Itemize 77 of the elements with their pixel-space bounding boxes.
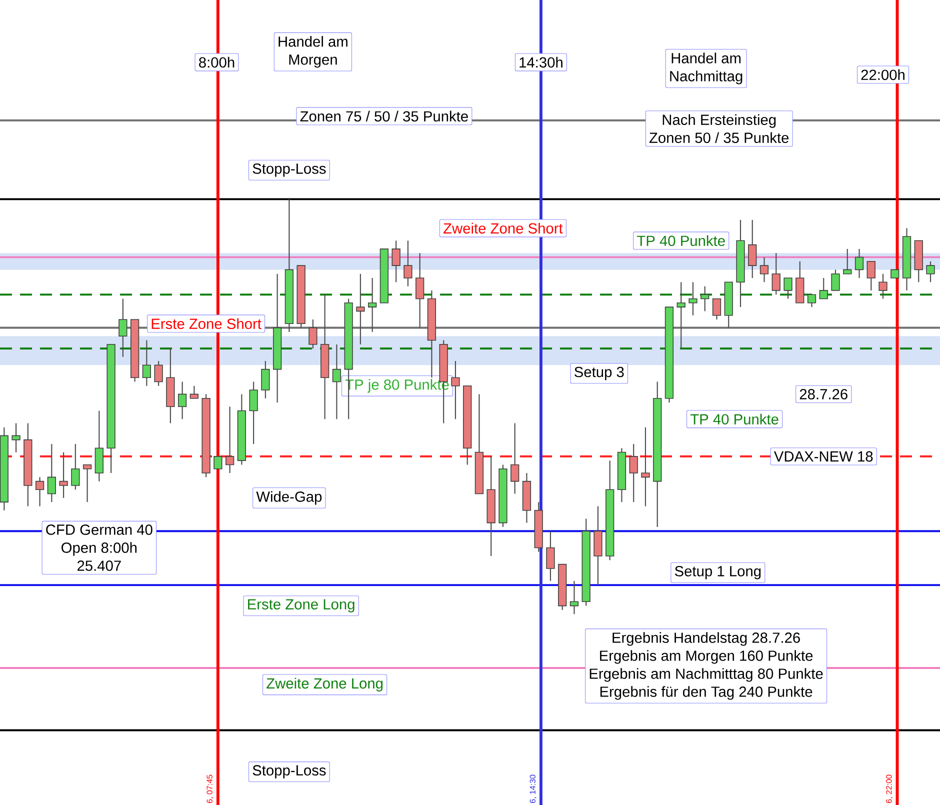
text: 6, 22:00 <box>886 774 893 803</box>
annotation: 25.407 <box>77 560 121 571</box>
text: Nachmittag <box>670 70 742 84</box>
candlestick <box>451 360 460 420</box>
annotation: 28.7.26 <box>800 389 848 400</box>
text: Zonen 75 / 50 / 35 Punkte <box>300 110 468 122</box>
text: Stopp-Loss <box>252 163 326 177</box>
candlestick <box>748 219 757 279</box>
candlestick <box>190 385 198 399</box>
candlestick <box>261 360 270 399</box>
candlestick <box>82 464 92 503</box>
candlestick <box>878 273 888 300</box>
candlestick <box>688 282 698 316</box>
candlestick <box>12 422 20 453</box>
candlestick <box>416 252 424 328</box>
candlestick <box>356 273 365 345</box>
candlestick <box>570 580 579 615</box>
text: 8:00h <box>199 56 234 68</box>
candlestick <box>784 277 792 300</box>
candlestick <box>59 452 68 498</box>
candlestick <box>249 381 258 445</box>
candlestick <box>510 422 520 494</box>
text: Ergebnis Handelstag 28.7.26 <box>612 632 800 646</box>
annotation: CFD German 40 <box>46 524 152 535</box>
annotation: Open 8:00h <box>62 542 137 556</box>
candlestick <box>368 277 377 332</box>
text: Stopp-Loss <box>252 765 326 778</box>
candlestick <box>843 248 852 274</box>
candlestick <box>807 294 816 308</box>
text: 14:30h <box>520 56 562 68</box>
text: Ergebnis für den Tag 240 Punkte <box>600 686 812 700</box>
text: Morgen <box>289 54 337 68</box>
candlestick <box>629 443 638 503</box>
candlestick <box>154 360 163 386</box>
candlestick <box>35 476 44 507</box>
candlestick <box>546 530 555 582</box>
candlestick <box>760 256 769 283</box>
annotation: VDAX-NEW 18 <box>774 451 873 462</box>
annotation: Erste Zone Short <box>152 318 262 330</box>
annotation: TP 40 Punkte <box>637 235 725 246</box>
candlestick <box>676 282 686 350</box>
annotation: Erste Zone Long <box>248 599 354 612</box>
candlestick <box>118 298 128 358</box>
text: Zweite Zone Long <box>266 678 383 692</box>
text: Ergebnis am Morgen 160 Punkte <box>600 650 813 664</box>
candlestick <box>332 344 342 420</box>
candlestick <box>225 406 234 474</box>
candlestick <box>214 456 222 470</box>
text: 6, 14:30 <box>530 774 536 803</box>
candlestick <box>641 426 650 507</box>
text: Handel am <box>672 52 741 64</box>
text: 6, 07:45 <box>206 774 214 803</box>
annotation: Zweite Zone Short <box>444 222 563 234</box>
candlestick <box>47 443 56 503</box>
candlestick <box>142 340 151 386</box>
candlestick <box>866 260 876 291</box>
candlestick <box>404 240 412 287</box>
candlestick <box>308 318 318 350</box>
text: Handel am <box>278 36 348 47</box>
candlestick <box>819 277 828 300</box>
candlestick <box>926 260 935 283</box>
annotation: Setup 3 <box>574 366 624 380</box>
candlestick <box>700 286 710 312</box>
text: Nach Ersteinstieg <box>662 114 776 128</box>
candlestick <box>854 248 864 279</box>
annotation: Setup 1 Long <box>674 566 761 580</box>
candlestick <box>831 269 840 291</box>
candlestick <box>772 252 780 296</box>
annotation: Wide-Gap <box>256 491 322 505</box>
candlestick <box>178 381 187 420</box>
text: Zonen 50 / 35 Punkte <box>649 132 789 144</box>
candlestick <box>712 298 722 320</box>
candlestick <box>392 240 400 283</box>
annotation: TP 40 Punkte <box>690 414 778 424</box>
candlestick <box>71 443 80 490</box>
text: Ergebnis am Nachmitttag 80 Punkte <box>590 668 823 682</box>
text: 22:00h <box>861 69 904 80</box>
